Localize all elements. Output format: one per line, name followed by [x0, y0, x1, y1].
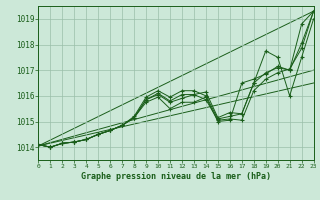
X-axis label: Graphe pression niveau de la mer (hPa): Graphe pression niveau de la mer (hPa): [81, 172, 271, 181]
